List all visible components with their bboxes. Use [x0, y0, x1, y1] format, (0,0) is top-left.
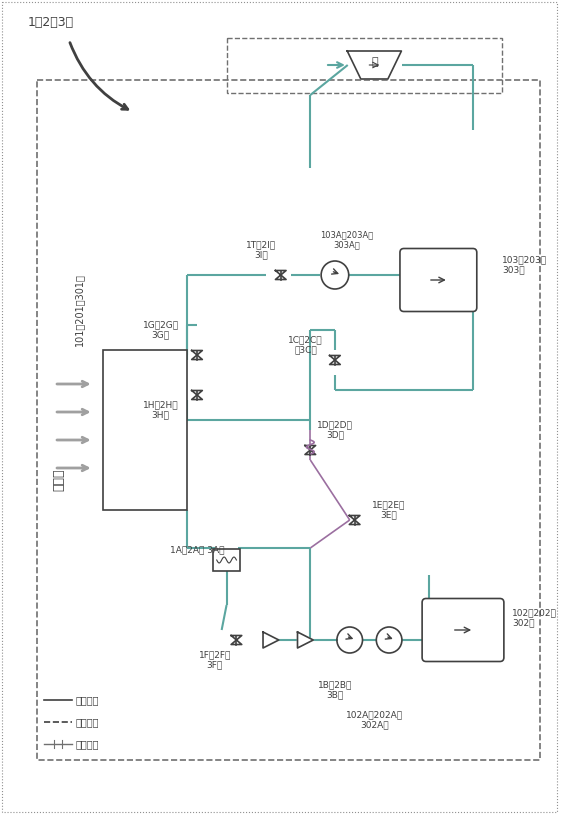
Text: 1T（2I、
3I）: 1T（2I、 3I） [246, 240, 276, 260]
Text: 101（201、301）: 101（201、301） [74, 274, 84, 347]
Bar [213, 549, 240, 571]
Polygon shape [298, 632, 313, 648]
Text: 1H（2H、
3H）: 1H（2H、 3H） [143, 400, 179, 420]
Text: 1E（2E、
3E）: 1E（2E、 3E） [373, 501, 406, 519]
Text: 1G（2G、
3G）: 1G（2G、 3G） [142, 320, 179, 339]
Text: 1B（2B、
3B）: 1B（2B、 3B） [318, 681, 352, 700]
Text: 103（203、
303）: 103（203、 303） [502, 256, 548, 274]
Text: 控制信号: 控制信号 [76, 739, 99, 749]
FancyBboxPatch shape [400, 248, 477, 312]
Polygon shape [347, 51, 401, 79]
Polygon shape [263, 632, 279, 648]
Text: 1C（2C、
（3C）: 1C（2C、 （3C） [288, 335, 323, 355]
Bar [227, 38, 502, 93]
Text: 1F（2F、
3F）: 1F（2F、 3F） [198, 650, 231, 670]
Text: 103A（203A、
303A）: 103A（203A、 303A） [320, 230, 374, 250]
Text: 重雷管道: 重雷管道 [76, 695, 99, 705]
Text: 1（2、3）: 1（2、3） [28, 15, 74, 28]
Text: 传第管道: 传第管道 [76, 717, 99, 727]
FancyBboxPatch shape [422, 598, 504, 662]
Text: 102A（202A、
302A）: 102A（202A、 302A） [346, 711, 403, 729]
Text: 太阳光: 太阳光 [53, 469, 66, 492]
Bar [37, 80, 540, 760]
Text: 102（202、
302）: 102（202、 302） [512, 608, 557, 628]
Text: 1D（2D、
3D）: 1D（2D、 3D） [317, 420, 353, 440]
Bar [103, 350, 187, 510]
Text: 中: 中 [371, 57, 378, 67]
Text: 1A（2A、 3A）: 1A（2A、 3A） [170, 545, 225, 554]
